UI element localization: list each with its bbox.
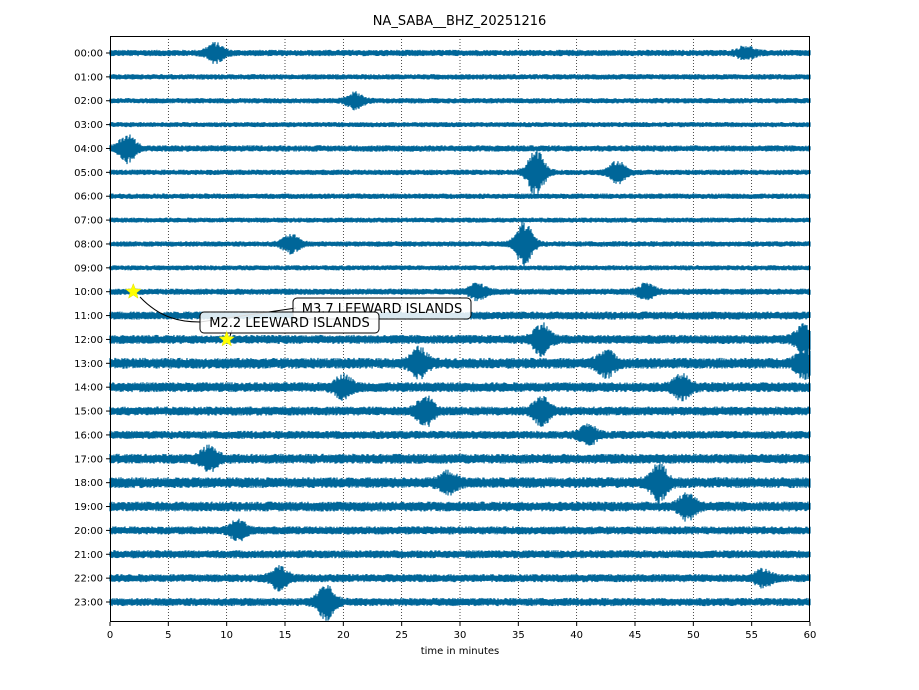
x-tick-label: 55 xyxy=(745,630,758,641)
y-tick-label: 23:00 xyxy=(74,598,103,609)
y-tick-label: 10:00 xyxy=(74,287,103,298)
trace-row-15 xyxy=(109,395,811,427)
trace-row-22 xyxy=(109,565,811,592)
event-star-marker xyxy=(218,330,235,347)
y-tick-label: 12:00 xyxy=(74,335,103,346)
x-tick-label: 20 xyxy=(337,630,350,641)
trace-row-0 xyxy=(109,41,811,64)
trace-row-17 xyxy=(109,444,811,472)
y-tick-label: 21:00 xyxy=(74,550,103,561)
y-tick-label: 20:00 xyxy=(74,526,103,537)
x-tick-label: 5 xyxy=(165,630,171,641)
y-tick-label: 18:00 xyxy=(74,478,103,489)
trace-row-23 xyxy=(109,585,811,621)
y-tick-label: 01:00 xyxy=(74,72,103,83)
x-tick-label: 30 xyxy=(454,630,467,641)
y-tick-label: 14:00 xyxy=(74,383,103,394)
y-tick-label: 17:00 xyxy=(74,454,103,465)
trace-row-5 xyxy=(109,149,811,195)
trace-row-19 xyxy=(109,492,811,522)
y-tick-label: 13:00 xyxy=(74,359,103,370)
y-tick-label: 06:00 xyxy=(74,192,103,203)
x-tick-label: 40 xyxy=(570,630,583,641)
event-label: M2.2 LEEWARD ISLANDS xyxy=(209,316,369,331)
y-tick-label: 16:00 xyxy=(74,430,103,441)
x-axis-label: time in minutes xyxy=(421,646,500,657)
trace-row-18 xyxy=(109,463,811,504)
y-tick-label: 19:00 xyxy=(74,502,103,513)
plot-frame xyxy=(110,36,810,622)
y-tick-label: 15:00 xyxy=(74,407,103,418)
event-star-marker xyxy=(125,283,142,299)
trace-row-2 xyxy=(109,91,811,111)
y-axis-ticks: 00:00 01:00 02:00 03:00 04:00 05:00 06:00 07:00… xyxy=(74,49,110,609)
trace-row-13 xyxy=(109,345,811,380)
y-tick-label: 02:00 xyxy=(74,96,103,107)
x-tick-label: 15 xyxy=(279,630,292,641)
x-tick-label: 60 xyxy=(804,630,817,641)
y-tick-label: 00:00 xyxy=(74,49,103,60)
y-tick-label: 11:00 xyxy=(74,311,103,322)
x-tick-label: 45 xyxy=(629,630,642,641)
trace-row-10 xyxy=(109,282,811,302)
y-tick-label: 03:00 xyxy=(74,120,103,131)
y-tick-label: 22:00 xyxy=(74,574,103,585)
annotation-box xyxy=(199,311,380,334)
trace-row-20 xyxy=(109,518,811,542)
trace-row-7 xyxy=(109,217,811,223)
trace-row-9 xyxy=(109,265,811,271)
trace-row-3 xyxy=(109,121,811,128)
x-tick-label: 50 xyxy=(687,630,700,641)
y-tick-label: 08:00 xyxy=(74,239,103,250)
trace-row-6 xyxy=(109,193,811,200)
y-tick-label: 07:00 xyxy=(74,216,103,227)
x-tick-label: 35 xyxy=(512,630,525,641)
x-tick-label: 10 xyxy=(220,630,233,641)
trace-row-1 xyxy=(109,74,811,80)
trace-row-4 xyxy=(109,134,811,165)
y-tick-label: 05:00 xyxy=(74,168,103,179)
trace-row-16 xyxy=(109,423,811,446)
y-tick-label: 09:00 xyxy=(74,263,103,274)
trace-row-14 xyxy=(109,372,811,402)
trace-row-8 xyxy=(109,222,811,268)
y-tick-label: 04:00 xyxy=(74,144,103,155)
x-tick-label: 25 xyxy=(395,630,408,641)
trace-row-21 xyxy=(109,550,811,559)
x-tick-label: 0 xyxy=(107,630,113,641)
chart-title: NA_SABA__BHZ_20251216 xyxy=(373,14,547,29)
x-axis-ticks: 0 5 10 15 20 25 30 35 40 45 50 55 60 xyxy=(107,622,817,641)
